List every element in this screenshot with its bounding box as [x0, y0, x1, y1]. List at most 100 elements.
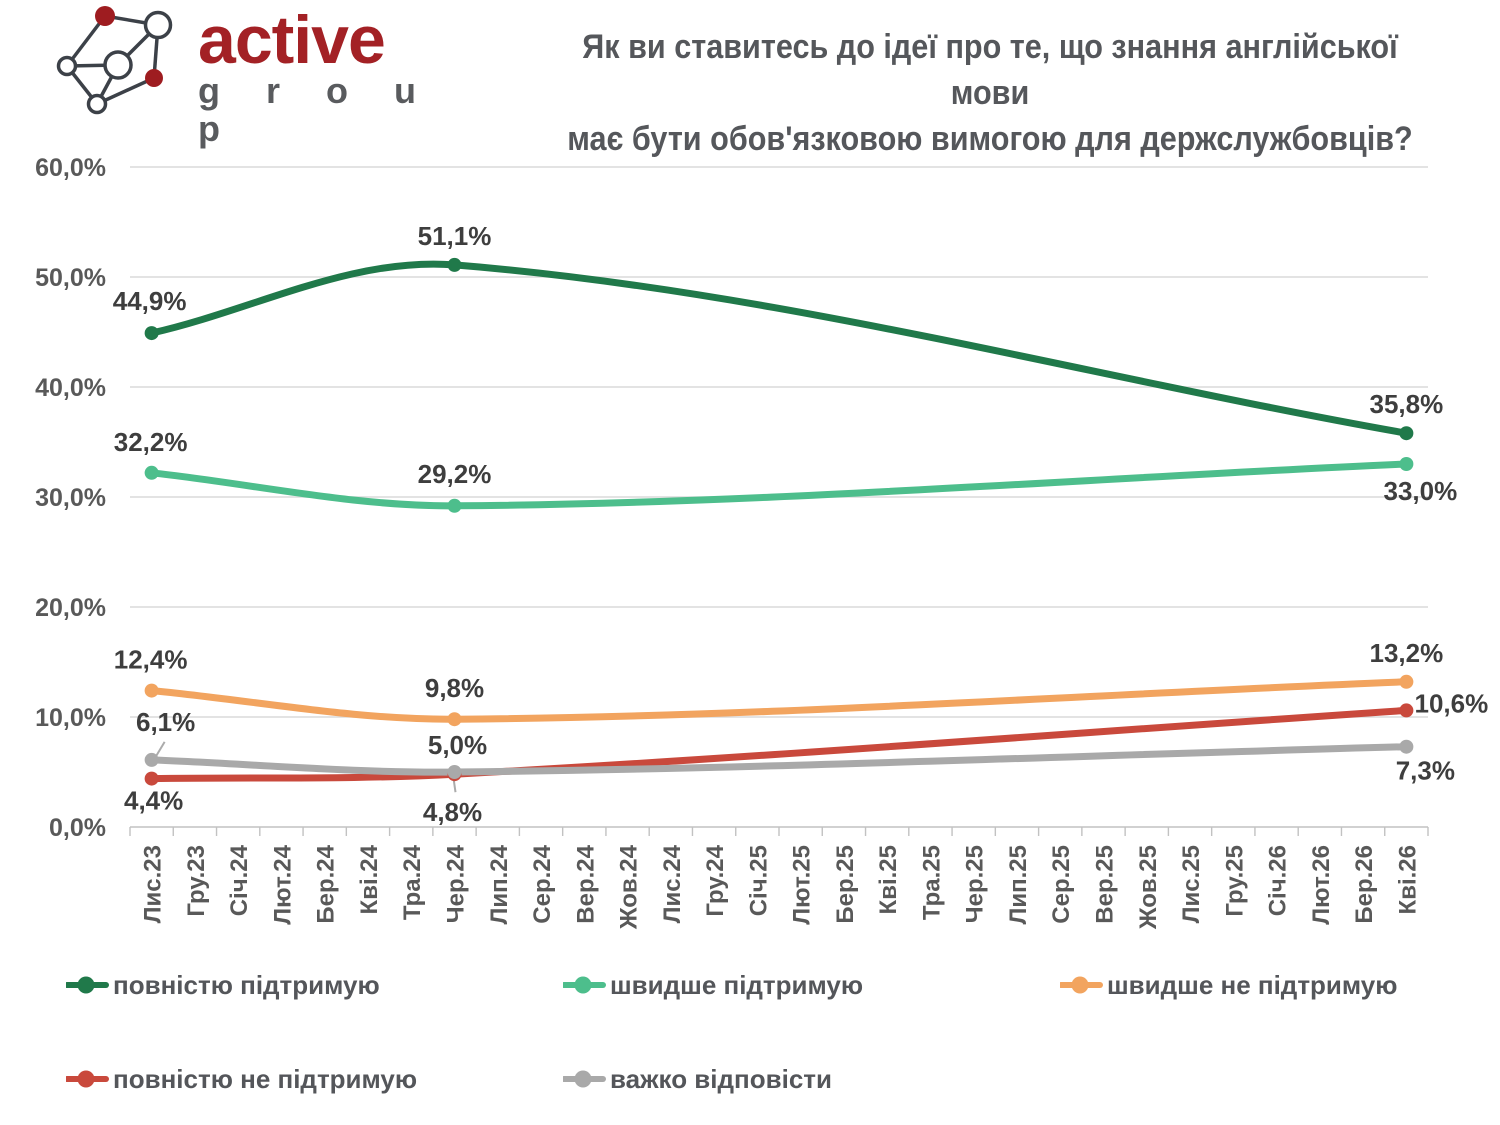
x-axis-tick-label: Лют.24 [269, 844, 296, 924]
x-axis-tick-label: Жов.24 [616, 844, 643, 930]
data-label: 6,1% [136, 707, 195, 737]
data-point-marker [144, 771, 159, 786]
x-axis-tick-label: Вер.24 [572, 844, 599, 923]
data-label: 51,1% [418, 221, 492, 251]
x-axis-tick-label: Січ.26 [1265, 845, 1292, 916]
legend-marker-dot [77, 1070, 95, 1088]
x-axis-tick-label: Вер.25 [1092, 845, 1119, 924]
data-point-marker [1399, 739, 1414, 754]
legend-marker-icon [66, 976, 109, 994]
data-label: 13,2% [1369, 638, 1443, 668]
x-axis-tick-label: Лют.25 [789, 845, 816, 925]
x-axis-tick-label: Січ.24 [226, 844, 253, 916]
data-point-marker [447, 257, 462, 272]
brand-wordmark: active g r o u p [198, 4, 458, 148]
legend-item-label: важко відповісти [610, 1063, 832, 1094]
data-point-marker [447, 712, 462, 727]
x-axis-tick-label: Гру.25 [1221, 845, 1248, 917]
data-point-marker [1399, 457, 1414, 471]
data-label: 32,2% [114, 427, 188, 457]
data-label: 35,8% [1369, 389, 1443, 419]
legend-item-1: швидше підтримую [563, 970, 863, 1000]
data-point-marker [144, 465, 159, 480]
legend-marker-dot [574, 1070, 592, 1088]
y-axis-tick-label: 30,0% [35, 484, 106, 512]
data-label: 12,4% [114, 645, 188, 675]
x-axis-tick-label: Тра.25 [918, 845, 945, 920]
legend-marker-dot [77, 976, 95, 994]
data-label: 5,0% [428, 730, 487, 760]
data-point-marker [1399, 674, 1414, 689]
x-axis-tick-label: Січ.25 [745, 845, 772, 916]
x-axis-tick-label: Лип.25 [1005, 845, 1032, 924]
logo-network-icon [56, 6, 173, 115]
x-axis-tick-label: Сер.24 [529, 844, 556, 923]
data-point-marker [144, 326, 159, 341]
data-label: 33,0% [1383, 476, 1457, 506]
data-label: 10,6% [1414, 688, 1488, 718]
data-label: 4,4% [124, 786, 183, 816]
legend-item-label: повністю підтримую [113, 969, 380, 1000]
legend-marker-icon [1060, 976, 1103, 994]
series-line-3 [148, 706, 1410, 783]
x-axis-tick-label: Гру.23 [183, 845, 210, 917]
series-line-4 [148, 743, 1410, 776]
x-axis-tick-label: Кві.24 [356, 844, 383, 914]
x-axis-tick-label: Кві.25 [875, 845, 902, 914]
x-axis-tick-label: Лис.23 [140, 845, 167, 923]
x-axis-tick-label: Гру.24 [702, 844, 729, 916]
data-label: 9,8% [425, 673, 484, 703]
y-axis-tick-label: 60,0% [35, 154, 106, 182]
data-point-marker [1399, 426, 1414, 441]
data-point-marker [1399, 703, 1414, 718]
data-label: 7,3% [1396, 756, 1455, 786]
legend-item-label: швидше не підтримую [1107, 969, 1398, 1000]
legend-marker-dot [574, 976, 592, 994]
data-point-marker [447, 765, 462, 779]
logo-network-nodes [56, 6, 173, 115]
series-line-1 [148, 460, 1410, 510]
data-label: 4,8% [423, 797, 482, 827]
x-axis-tick-label: Сер.25 [1048, 845, 1075, 924]
data-point-marker [447, 498, 462, 513]
x-axis-tick-label: Бер.26 [1351, 845, 1378, 924]
legend-marker-icon [66, 1070, 109, 1088]
data-point-marker [144, 752, 159, 767]
series-line-2 [148, 678, 1410, 723]
x-axis-tick-label: Лис.24 [659, 844, 686, 923]
series-line-0 [148, 260, 1410, 437]
x-axis-tick-label: Лис.25 [1178, 845, 1205, 923]
data-label: 29,2% [418, 459, 492, 489]
legend-item-3: повністю не підтримую [66, 1064, 417, 1094]
legend-item-0: повністю підтримую [66, 970, 380, 1000]
brand-subname: g r o u p [198, 70, 434, 149]
x-axis-tick-label: Лют.26 [1308, 845, 1335, 925]
legend-item-label: швидше підтримую [610, 969, 864, 1000]
y-axis-tick-label: 50,0% [35, 264, 106, 292]
chart-title: Як ви ставитесь до ідеї про те, що знанн… [540, 24, 1440, 162]
legend-item-label: повністю не підтримую [113, 1063, 418, 1094]
data-label: 44,9% [113, 286, 187, 316]
x-axis-tick-label: Бер.24 [313, 844, 340, 923]
x-axis-tick-label: Бер.25 [832, 845, 859, 924]
chart-title-line1: Як ви ставитесь до ідеї про те, що знанн… [582, 28, 1398, 112]
x-axis-tick-label: Кві.26 [1394, 845, 1421, 914]
legend-item-2: швидше не підтримую [1060, 970, 1397, 1000]
x-axis-tick-label: Чер.24 [443, 844, 470, 923]
x-axis-tick-label: Жов.25 [1135, 845, 1162, 930]
legend-marker-icon [563, 1070, 606, 1088]
legend-marker-icon [563, 976, 606, 994]
data-point-marker [144, 683, 159, 698]
x-axis-tick-label: Тра.24 [399, 844, 426, 920]
y-axis-tick-label: 0,0% [49, 814, 106, 842]
y-axis-tick-label: 20,0% [35, 594, 106, 622]
brand-name: active [198, 2, 386, 78]
y-axis-tick-label: 40,0% [35, 374, 106, 402]
chart-title-line2: має бути обов'язковою вимогою для держсл… [567, 120, 1413, 158]
legend-item-4: важко відповісти [563, 1064, 832, 1094]
legend-marker-dot [1071, 976, 1089, 994]
data-label-leader-line [154, 741, 166, 758]
x-axis-tick-label: Чер.25 [962, 845, 989, 923]
